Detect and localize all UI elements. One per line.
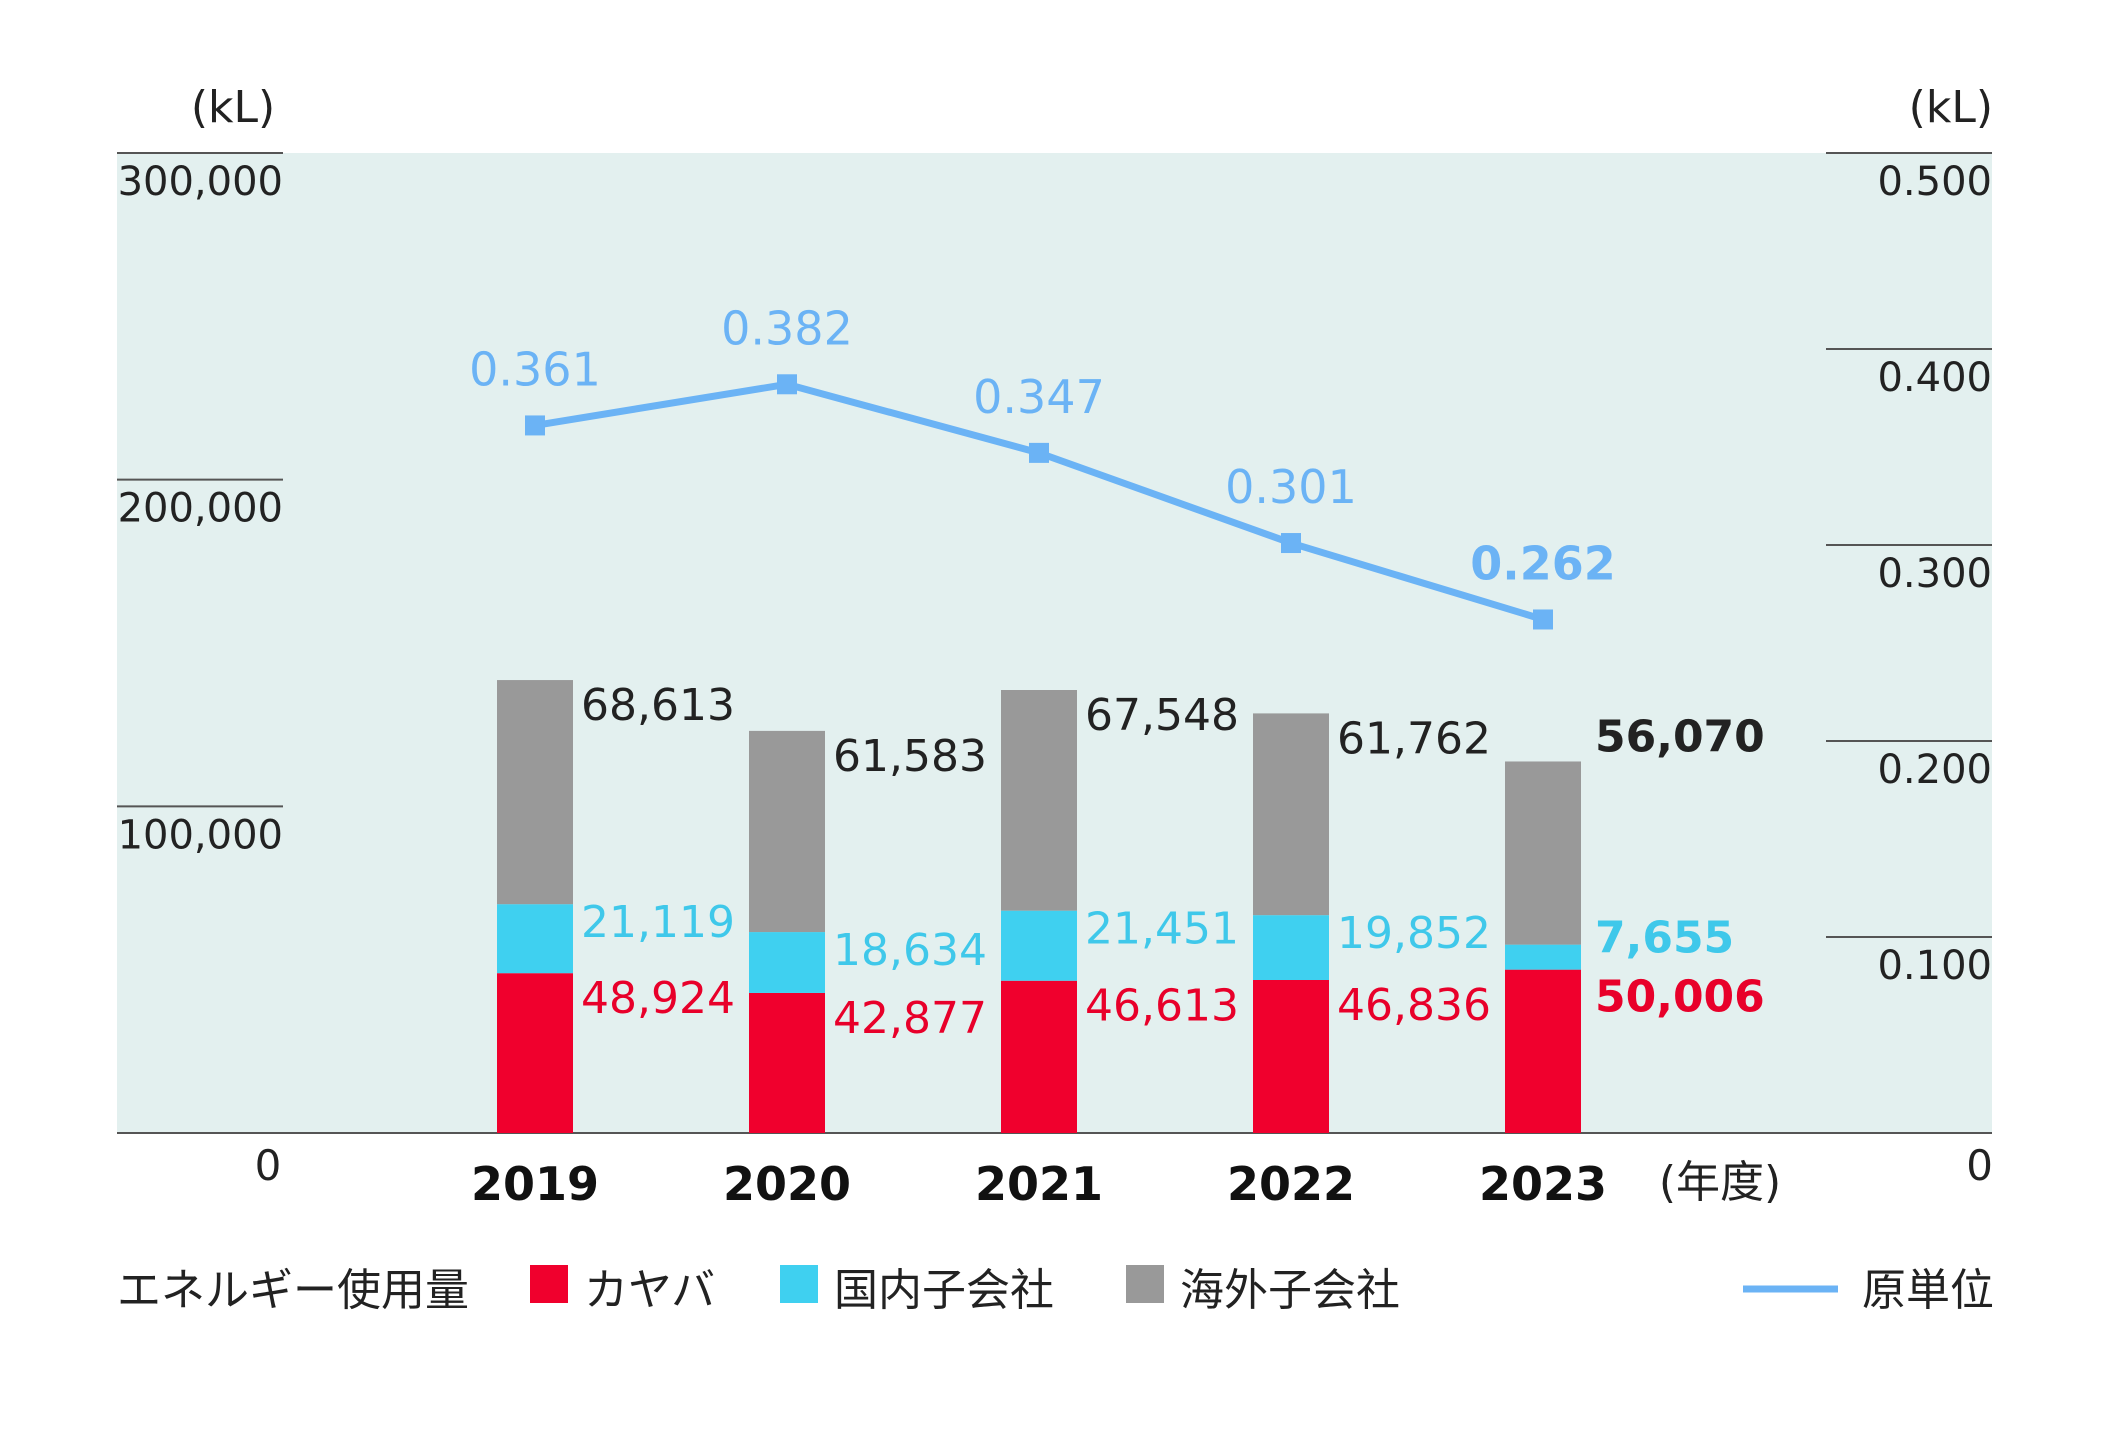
x-axis-ticks: 2019 2020 2021 2022 2023 <box>471 1157 1607 1211</box>
bar-segment <box>497 680 573 905</box>
legend-swatch <box>1126 1265 1164 1303</box>
legend-label: 国内子会社 <box>834 1265 1054 1316</box>
bar-segment <box>497 973 573 1133</box>
left-axis-zero: 0 <box>255 1141 282 1190</box>
bar-value-label: 21,119 <box>581 897 735 948</box>
line-marker <box>1029 442 1049 463</box>
legend-label: カヤバ <box>584 1265 715 1316</box>
left-axis-tick-label: 200,000 <box>118 486 283 532</box>
bar-segment <box>1505 944 1581 970</box>
bar-segment <box>749 992 825 1133</box>
bar-value-label: 50,006 <box>1595 972 1765 1023</box>
x-tick-label: 2021 <box>975 1157 1103 1211</box>
line-value-label: 0.301 <box>1225 460 1357 514</box>
bar-segment <box>1253 980 1329 1133</box>
line-marker <box>777 374 797 395</box>
right-axis-tick-label: 0.200 <box>1877 747 1992 793</box>
line-value-label: 0.262 <box>1470 536 1616 590</box>
x-tick-label: 2023 <box>1479 1157 1607 1211</box>
line-value-label: 0.382 <box>721 301 853 355</box>
right-axis-tick-label: 0.300 <box>1877 551 1992 597</box>
bar-segment <box>749 730 825 933</box>
line-value-label: 0.361 <box>469 342 601 396</box>
line-value-label: 0.347 <box>973 370 1105 424</box>
bar-value-label: 21,451 <box>1085 904 1239 955</box>
bar-segment <box>1505 761 1581 945</box>
bar-segment <box>497 904 573 974</box>
legend-line-label: 原単位 <box>1862 1265 1994 1316</box>
right-axis-unit: (kL) <box>1909 82 1993 133</box>
bar-segment <box>1505 969 1581 1133</box>
legend-title: エネルギー使用量 <box>117 1265 469 1316</box>
line-marker <box>1533 609 1553 630</box>
legend-swatch <box>780 1265 818 1303</box>
bar-value-label: 61,762 <box>1337 713 1491 764</box>
x-tick-label: 2020 <box>723 1157 851 1211</box>
right-axis-zero: 0 <box>1966 1141 1993 1190</box>
left-axis-tick-label: 100,000 <box>118 812 283 858</box>
bar-value-label: 48,924 <box>581 973 735 1024</box>
legend-label: 海外子会社 <box>1180 1265 1400 1316</box>
right-axis-tick-label: 0.500 <box>1877 159 1992 205</box>
line-marker <box>1281 533 1301 554</box>
line-marker <box>525 415 545 436</box>
legend-swatch <box>530 1265 568 1303</box>
left-axis: (kL) 0 300,000 200,000 100,000 <box>117 82 283 1190</box>
x-axis-unit: (年度) <box>1659 1157 1781 1208</box>
bar-value-label: 42,877 <box>833 993 987 1044</box>
left-axis-unit: (kL) <box>191 82 275 133</box>
bar-segment <box>1001 980 1077 1133</box>
bar-value-label: 46,836 <box>1337 980 1491 1031</box>
left-axis-tick-label: 300,000 <box>118 159 283 205</box>
bar-segment <box>1253 915 1329 981</box>
right-axis: (kL) 0 0.500 0.400 0.300 0.200 0.100 <box>1826 82 1993 1190</box>
bar-segment <box>1253 713 1329 916</box>
bar-value-label: 67,548 <box>1085 690 1239 741</box>
right-axis-tick-label: 0.400 <box>1877 355 1992 401</box>
x-tick-label: 2022 <box>1227 1157 1355 1211</box>
legend: エネルギー使用量 カヤバ 国内子会社 海外子会社 原単位 <box>117 1265 1994 1316</box>
intensity-markers <box>525 374 1553 630</box>
bar-value-label: 7,655 <box>1595 913 1734 964</box>
bar-segment <box>749 932 825 993</box>
bar-segment <box>1001 910 1077 981</box>
bar-value-label: 56,070 <box>1595 711 1765 762</box>
bar-value-labels: 48,924 21,119 68,613 42,877 18,634 61,583 46,6… <box>581 680 1765 1044</box>
right-axis-tick-label: 0.100 <box>1877 943 1992 989</box>
bar-value-label: 61,583 <box>833 731 987 782</box>
stacked-bars <box>497 680 1581 1133</box>
bar-value-label: 18,634 <box>833 925 987 976</box>
bar-value-label: 46,613 <box>1085 981 1239 1032</box>
bar-segment <box>1001 690 1077 911</box>
intensity-labels: 0.361 0.382 0.347 0.301 0.262 <box>469 301 1616 590</box>
x-tick-label: 2019 <box>471 1157 599 1211</box>
bar-value-label: 68,613 <box>581 680 735 731</box>
bar-value-label: 19,852 <box>1337 908 1491 959</box>
